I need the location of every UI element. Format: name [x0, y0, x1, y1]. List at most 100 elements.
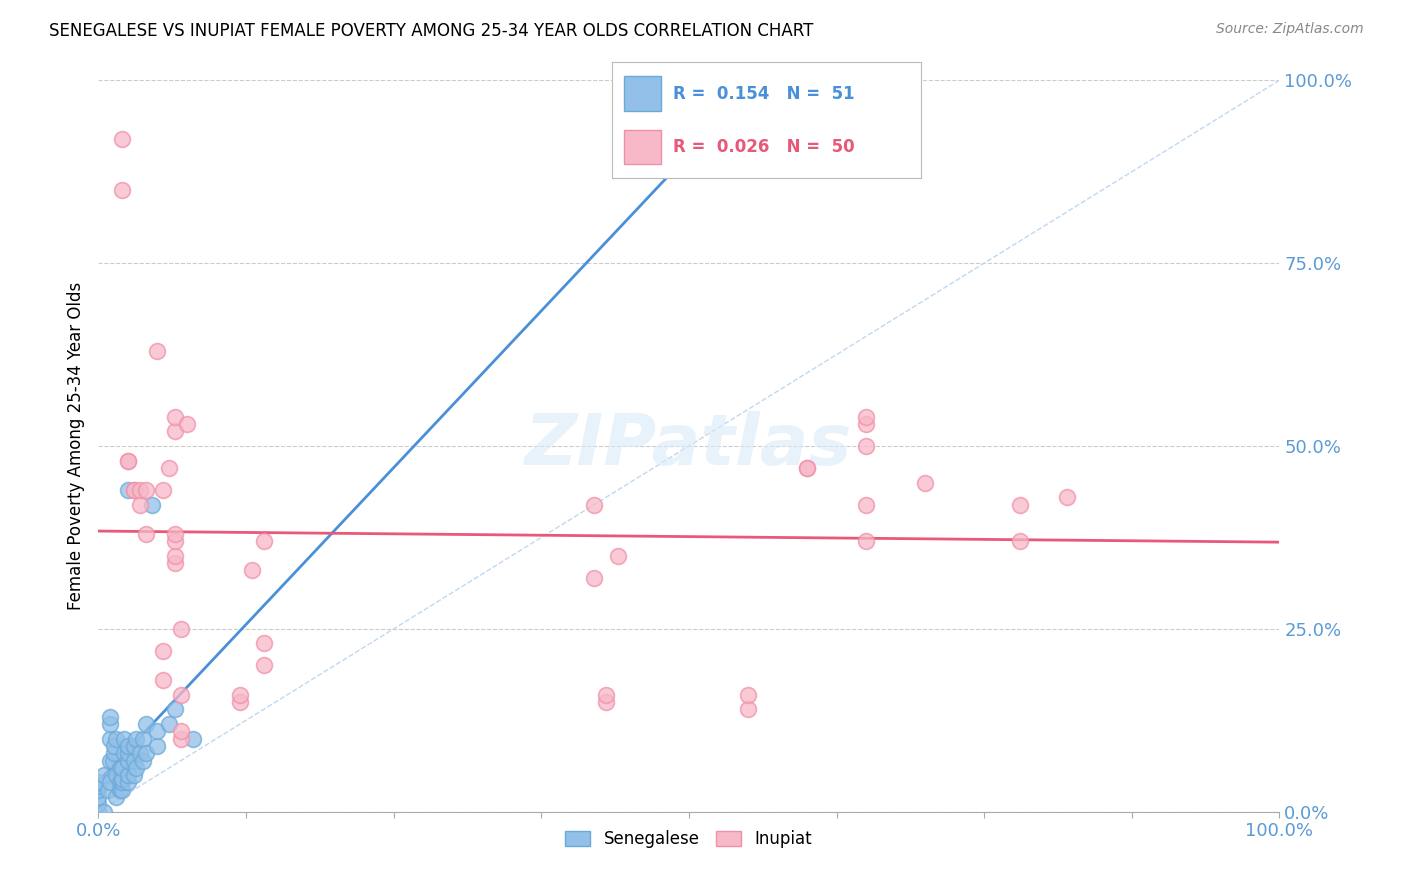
- Point: [135, 526, 157, 541]
- Point: [122, 754, 145, 768]
- Point: [122, 739, 145, 753]
- Point: [117, 775, 139, 789]
- Point: [146, 724, 169, 739]
- Text: SENEGALESE VS INUPIAT FEMALE POVERTY AMONG 25-34 YEAR OLDS CORRELATION CHART: SENEGALESE VS INUPIAT FEMALE POVERTY AMO…: [49, 22, 814, 40]
- Point: [796, 461, 818, 475]
- Point: [170, 731, 193, 746]
- Text: R =  0.026   N =  50: R = 0.026 N = 50: [673, 138, 855, 156]
- Point: [914, 475, 936, 490]
- Point: [737, 688, 759, 702]
- Point: [122, 768, 145, 782]
- Point: [240, 563, 263, 577]
- Point: [855, 498, 877, 512]
- Text: ZIPatlas: ZIPatlas: [526, 411, 852, 481]
- Point: [128, 746, 150, 760]
- Point: [165, 526, 187, 541]
- Point: [117, 768, 139, 782]
- Point: [98, 731, 121, 746]
- Point: [132, 731, 155, 746]
- Point: [111, 761, 134, 775]
- Point: [152, 644, 174, 658]
- Point: [1056, 490, 1078, 504]
- Text: Source: ZipAtlas.com: Source: ZipAtlas.com: [1216, 22, 1364, 37]
- Point: [796, 461, 818, 475]
- Point: [152, 483, 174, 497]
- Point: [111, 782, 134, 797]
- Point: [103, 746, 125, 760]
- Point: [87, 779, 110, 793]
- Point: [855, 439, 877, 453]
- Point: [165, 549, 187, 563]
- Point: [105, 731, 128, 746]
- Point: [87, 805, 110, 819]
- Point: [87, 782, 110, 797]
- Point: [229, 688, 252, 702]
- Point: [98, 717, 121, 731]
- Point: [146, 343, 169, 358]
- Point: [125, 761, 148, 775]
- Point: [583, 571, 606, 585]
- Point: [108, 782, 131, 797]
- Point: [135, 746, 157, 760]
- Point: [855, 409, 877, 424]
- Point: [122, 483, 145, 497]
- Point: [170, 622, 193, 636]
- Point: [125, 731, 148, 746]
- Point: [855, 534, 877, 549]
- Point: [157, 717, 180, 731]
- Point: [98, 709, 121, 723]
- Point: [595, 688, 617, 702]
- Point: [117, 483, 139, 497]
- Point: [253, 534, 276, 549]
- Point: [98, 775, 121, 789]
- Point: [111, 132, 134, 146]
- Point: [122, 483, 145, 497]
- Point: [157, 461, 180, 475]
- Point: [132, 754, 155, 768]
- Point: [229, 695, 252, 709]
- Point: [165, 409, 187, 424]
- Point: [607, 549, 630, 563]
- Point: [141, 498, 163, 512]
- Point: [87, 775, 110, 789]
- Point: [181, 731, 204, 746]
- Point: [146, 739, 169, 753]
- Text: R =  0.154   N =  51: R = 0.154 N = 51: [673, 85, 855, 103]
- Legend: Senegalese, Inupiat: Senegalese, Inupiat: [558, 823, 820, 855]
- Point: [97, 782, 120, 797]
- Point: [105, 768, 128, 782]
- Point: [583, 498, 606, 512]
- Point: [165, 556, 187, 570]
- Point: [737, 702, 759, 716]
- Point: [93, 805, 115, 819]
- Point: [253, 636, 276, 650]
- Point: [128, 483, 150, 497]
- Y-axis label: Female Poverty Among 25-34 Year Olds: Female Poverty Among 25-34 Year Olds: [66, 282, 84, 610]
- Point: [135, 483, 157, 497]
- Point: [87, 790, 110, 805]
- Point: [152, 673, 174, 687]
- Point: [117, 453, 139, 467]
- Point: [108, 775, 131, 789]
- Point: [165, 702, 187, 716]
- Point: [165, 534, 187, 549]
- Point: [111, 772, 134, 786]
- Point: [1008, 534, 1031, 549]
- Point: [111, 183, 134, 197]
- Point: [117, 746, 139, 760]
- Point: [117, 739, 139, 753]
- Point: [105, 790, 128, 805]
- Point: [117, 453, 139, 467]
- Point: [112, 731, 135, 746]
- Point: [165, 425, 187, 439]
- Point: [101, 754, 124, 768]
- Point: [103, 739, 125, 753]
- Point: [595, 695, 617, 709]
- Point: [170, 724, 193, 739]
- Point: [117, 754, 139, 768]
- Point: [112, 746, 135, 760]
- Bar: [624, 77, 661, 112]
- Point: [176, 417, 198, 431]
- Point: [128, 498, 150, 512]
- Point: [98, 754, 121, 768]
